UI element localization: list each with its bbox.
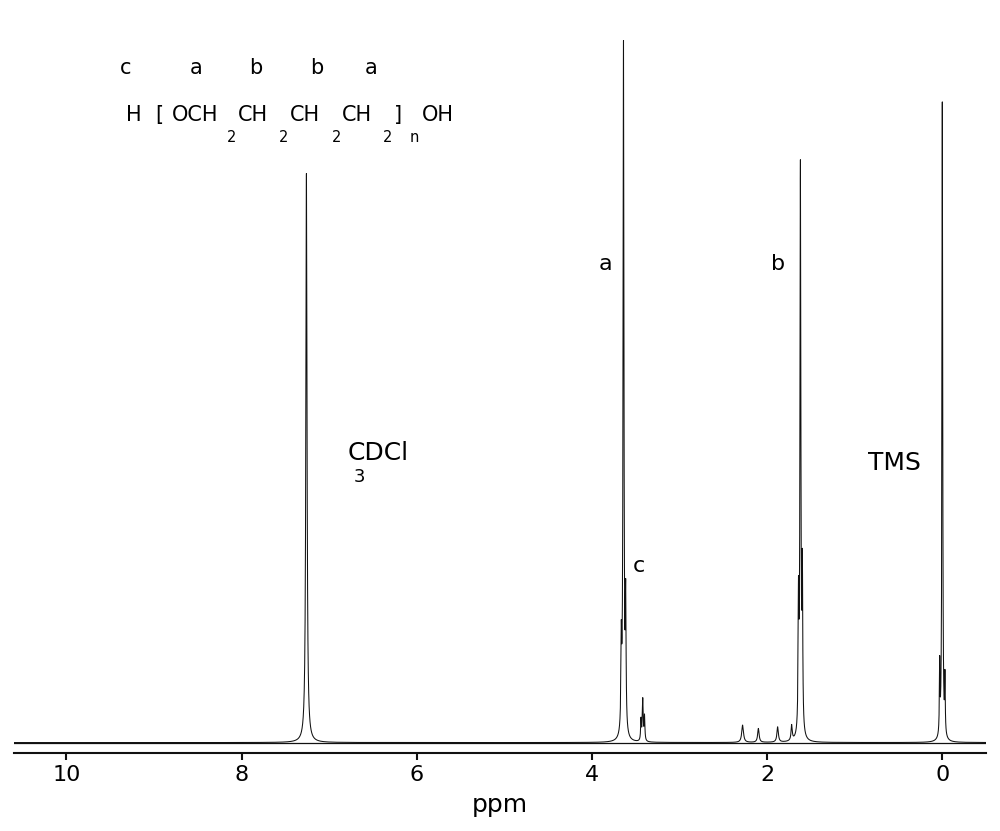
Text: OH: OH [422,105,454,125]
Text: a: a [189,58,202,78]
Text: CH: CH [238,105,268,125]
Text: OCH: OCH [172,105,219,125]
Text: H: H [126,105,141,125]
Text: a: a [364,58,377,78]
Text: c: c [633,556,645,576]
Text: a: a [598,254,612,274]
Text: 3: 3 [354,469,365,486]
Text: [: [ [155,105,163,125]
Text: b: b [310,58,323,78]
Text: TMS: TMS [868,451,921,475]
Text: n: n [410,130,419,145]
Text: b: b [249,58,263,78]
Text: CH: CH [342,105,372,125]
Text: CH: CH [290,105,320,125]
Text: 2: 2 [332,130,341,145]
Text: 2: 2 [227,130,236,145]
Text: CDCl: CDCl [348,441,409,465]
Text: ]: ] [394,105,402,125]
Text: c: c [120,58,131,78]
Text: 2: 2 [383,130,393,145]
X-axis label: ppm: ppm [472,793,528,817]
Text: b: b [771,254,785,274]
Text: 2: 2 [279,130,289,145]
